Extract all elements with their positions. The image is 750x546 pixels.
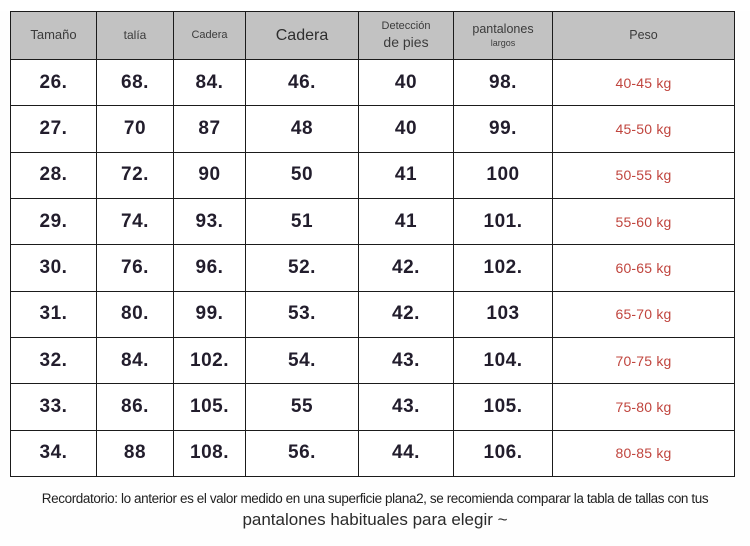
value-cell: 41 (358, 151, 454, 199)
header-cell-deteccion-de-pies: Detección de pies (358, 11, 454, 60)
weight-cell: 60-65 kg (552, 244, 735, 292)
value-cell: 44. (358, 429, 454, 478)
value-cell: 48 (245, 105, 359, 153)
value-cell: 68. (96, 58, 174, 107)
size-chart-table: Tamaño talía Cadera Cadera Detección (10, 11, 735, 478)
value-cell: 99. (173, 290, 246, 338)
value-cell: 101. (453, 197, 553, 246)
value-cell: 27. (10, 105, 97, 153)
weight-cell: 45-50 kg (552, 105, 735, 153)
value-cell: 100 (453, 151, 553, 199)
value-cell: 86. (96, 383, 174, 431)
value-cell: 54. (245, 336, 359, 385)
value-cell: 29. (10, 197, 97, 246)
value-cell: 84. (96, 336, 174, 385)
value-cell: 41 (358, 197, 454, 246)
value-cell: 88 (96, 429, 174, 478)
table-body: 26. 68. 84. 46. 40 98. 40-45 kg 27. 70 87 48 40 99. 4… (10, 58, 735, 478)
value-cell: 26. (10, 58, 97, 107)
weight-cell: 55-60 kg (552, 197, 735, 246)
value-cell: 74. (96, 197, 174, 246)
value-cell: 98. (453, 58, 553, 107)
value-cell: 50 (245, 151, 359, 199)
header-sublabel: de pies (383, 33, 429, 50)
header-cell-pantalones-largos: pantalones largos (453, 11, 553, 60)
weight-cell: 75-80 kg (552, 383, 735, 431)
value-cell: 93. (173, 197, 246, 246)
value-cell: 70 (96, 105, 174, 153)
value-cell: 108. (173, 429, 246, 478)
value-cell: 55 (245, 383, 359, 431)
table-row: 34. 88 108. 56. 44. 106. 80-85 kg (10, 429, 735, 478)
weight-cell: 70-75 kg (552, 336, 735, 385)
value-cell: 42. (358, 244, 454, 292)
header-label: pantalones (472, 22, 534, 37)
value-cell: 43. (358, 336, 454, 385)
footer-note-line2: pantalones habituales para elegir ~ (242, 510, 508, 529)
value-cell: 34. (10, 429, 97, 478)
value-cell: 102. (453, 244, 553, 292)
value-cell: 33. (10, 383, 97, 431)
value-cell: 90 (173, 151, 246, 199)
value-cell: 105. (173, 383, 246, 431)
header-cell-cadera-small: Cadera (173, 11, 246, 60)
value-cell: 28. (10, 151, 97, 199)
weight-cell: 80-85 kg (552, 429, 735, 478)
value-cell: 72. (96, 151, 174, 199)
value-cell: 53. (245, 290, 359, 338)
value-cell: 105. (453, 383, 553, 431)
value-cell: 56. (245, 429, 359, 478)
table-row: 29. 74. 93. 51 41 101. 55-60 kg (10, 197, 735, 246)
weight-cell: 50-55 kg (552, 151, 735, 199)
value-cell: 30. (10, 244, 97, 292)
value-cell: 51 (245, 197, 359, 246)
value-cell: 87 (173, 105, 246, 153)
value-cell: 31. (10, 290, 97, 338)
value-cell: 96. (173, 244, 246, 292)
value-cell: 106. (453, 429, 553, 478)
value-cell: 84. (173, 58, 246, 107)
footer-note: Recordatorio: lo anterior es el valor me… (0, 491, 750, 530)
table-row: 27. 70 87 48 40 99. 45-50 kg (10, 105, 735, 153)
header-cell-peso: Peso (552, 11, 735, 60)
header-label: Peso (629, 27, 658, 42)
value-cell: 40 (358, 58, 454, 107)
table-header-row: Tamaño talía Cadera Cadera Detección (10, 11, 735, 60)
header-label: Detección (381, 19, 431, 32)
size-chart-page: Tamaño talía Cadera Cadera Detección (0, 11, 750, 546)
value-cell: 43. (358, 383, 454, 431)
table-row: 26. 68. 84. 46. 40 98. 40-45 kg (10, 58, 735, 107)
footer-note-line1: Recordatorio: lo anterior es el valor me… (41, 491, 709, 506)
header-label: Cadera (191, 28, 228, 41)
table-row: 32. 84. 102. 54. 43. 104. 70-75 kg (10, 336, 735, 385)
weight-cell: 40-45 kg (552, 58, 735, 107)
header-cell-talia: talía (96, 11, 174, 60)
value-cell: 40 (358, 105, 454, 153)
header-label: Tamaño (30, 27, 77, 43)
value-cell: 42. (358, 290, 454, 338)
value-cell: 32. (10, 336, 97, 385)
value-cell: 102. (173, 336, 246, 385)
table-row: 28. 72. 90 50 41 100 50-55 kg (10, 151, 735, 199)
value-cell: 52. (245, 244, 359, 292)
header-label: Cadera (275, 26, 329, 44)
table-row: 31. 80. 99. 53. 42. 103 65-70 kg (10, 290, 735, 338)
table-row: 33. 86. 105. 55 43. 105. 75-80 kg (10, 383, 735, 431)
value-cell: 104. (453, 336, 553, 385)
header-sublabel: largos (490, 37, 516, 48)
table-row: 30. 76. 96. 52. 42. 102. 60-65 kg (10, 244, 735, 292)
value-cell: 103 (453, 290, 553, 338)
value-cell: 99. (453, 105, 553, 153)
value-cell: 80. (96, 290, 174, 338)
header-label: talía (123, 28, 147, 42)
header-cell-cadera-large: Cadera (245, 11, 359, 60)
value-cell: 76. (96, 244, 174, 292)
weight-cell: 65-70 kg (552, 290, 735, 338)
header-cell-tamano: Tamaño (10, 11, 97, 60)
value-cell: 46. (245, 58, 359, 107)
